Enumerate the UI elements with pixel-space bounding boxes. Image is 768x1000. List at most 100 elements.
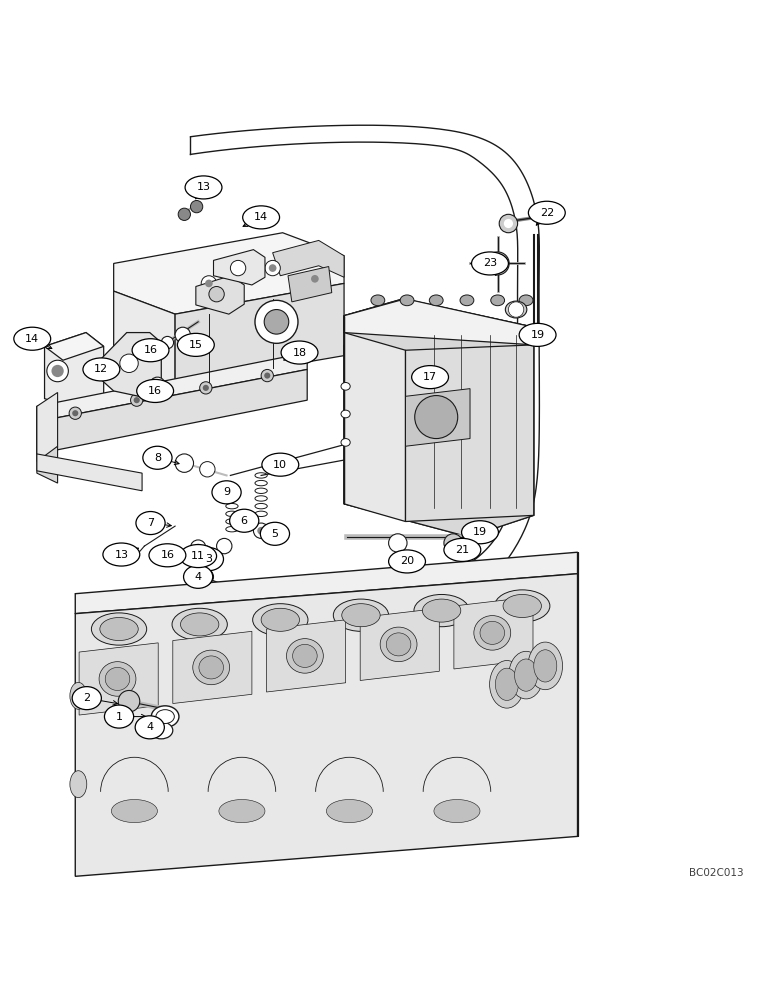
- Circle shape: [389, 534, 407, 552]
- Circle shape: [255, 300, 298, 343]
- Circle shape: [150, 377, 165, 392]
- Circle shape: [200, 382, 212, 394]
- Ellipse shape: [429, 295, 443, 306]
- Polygon shape: [173, 631, 252, 704]
- Ellipse shape: [480, 621, 505, 644]
- Ellipse shape: [150, 722, 173, 739]
- Text: 5: 5: [271, 529, 279, 539]
- Text: 14: 14: [254, 212, 268, 222]
- Polygon shape: [98, 333, 161, 399]
- Polygon shape: [75, 574, 578, 876]
- Ellipse shape: [341, 439, 350, 446]
- Text: 3: 3: [205, 554, 213, 564]
- Text: 16: 16: [144, 345, 157, 355]
- Ellipse shape: [151, 706, 179, 727]
- Circle shape: [118, 690, 140, 712]
- Text: 13: 13: [114, 550, 128, 560]
- Ellipse shape: [137, 379, 174, 402]
- Ellipse shape: [386, 633, 411, 656]
- Circle shape: [175, 454, 194, 472]
- Ellipse shape: [253, 604, 308, 636]
- Ellipse shape: [474, 616, 511, 650]
- Ellipse shape: [72, 687, 101, 710]
- Polygon shape: [454, 597, 533, 669]
- Polygon shape: [114, 291, 175, 385]
- Circle shape: [257, 527, 265, 535]
- Ellipse shape: [414, 594, 469, 627]
- Text: 20: 20: [400, 556, 414, 566]
- Text: 19: 19: [531, 330, 545, 340]
- Ellipse shape: [136, 512, 165, 535]
- Ellipse shape: [281, 341, 318, 364]
- Polygon shape: [266, 620, 346, 692]
- Circle shape: [190, 200, 203, 213]
- Ellipse shape: [495, 668, 518, 700]
- Polygon shape: [37, 353, 307, 422]
- Ellipse shape: [261, 608, 300, 631]
- Text: 4: 4: [194, 572, 202, 582]
- Ellipse shape: [371, 295, 385, 306]
- Ellipse shape: [503, 594, 541, 618]
- Ellipse shape: [180, 613, 219, 636]
- Polygon shape: [360, 608, 439, 680]
- Text: 11: 11: [191, 551, 205, 561]
- Ellipse shape: [400, 295, 414, 306]
- Ellipse shape: [444, 538, 481, 561]
- Polygon shape: [344, 345, 534, 537]
- Circle shape: [147, 343, 163, 358]
- Ellipse shape: [341, 410, 350, 418]
- Ellipse shape: [505, 301, 527, 318]
- Text: 13: 13: [197, 182, 210, 192]
- Ellipse shape: [185, 176, 222, 199]
- Ellipse shape: [472, 252, 508, 275]
- Ellipse shape: [100, 618, 138, 641]
- Circle shape: [253, 523, 269, 538]
- Polygon shape: [79, 643, 158, 715]
- Ellipse shape: [180, 545, 217, 568]
- Ellipse shape: [14, 327, 51, 350]
- Text: 16: 16: [161, 550, 174, 560]
- Text: 1: 1: [115, 712, 123, 722]
- Text: 9: 9: [223, 487, 230, 497]
- Ellipse shape: [434, 800, 480, 823]
- Ellipse shape: [515, 659, 538, 691]
- Text: BC02C013: BC02C013: [689, 868, 743, 878]
- Circle shape: [197, 546, 215, 565]
- Ellipse shape: [212, 481, 241, 504]
- Text: 14: 14: [25, 334, 39, 344]
- Ellipse shape: [326, 800, 372, 823]
- Ellipse shape: [243, 206, 280, 229]
- Text: 10: 10: [273, 460, 287, 470]
- Ellipse shape: [286, 639, 323, 673]
- Polygon shape: [37, 406, 58, 483]
- Polygon shape: [114, 233, 344, 314]
- Ellipse shape: [490, 661, 524, 708]
- Ellipse shape: [111, 800, 157, 823]
- Circle shape: [261, 369, 273, 382]
- Ellipse shape: [103, 543, 140, 566]
- Circle shape: [240, 518, 248, 525]
- Text: 17: 17: [423, 372, 437, 382]
- Ellipse shape: [70, 771, 87, 798]
- Text: 16: 16: [148, 386, 162, 396]
- Circle shape: [178, 208, 190, 220]
- Text: 19: 19: [473, 527, 487, 537]
- Ellipse shape: [156, 710, 174, 723]
- Ellipse shape: [519, 295, 533, 306]
- Polygon shape: [214, 250, 265, 285]
- Circle shape: [200, 462, 215, 477]
- Circle shape: [237, 514, 252, 529]
- Circle shape: [134, 397, 140, 403]
- Ellipse shape: [104, 705, 134, 728]
- Circle shape: [499, 214, 518, 233]
- Ellipse shape: [70, 682, 87, 709]
- Ellipse shape: [91, 613, 147, 645]
- Circle shape: [131, 394, 143, 406]
- Ellipse shape: [380, 627, 417, 662]
- Polygon shape: [406, 389, 470, 446]
- Ellipse shape: [260, 522, 290, 545]
- Circle shape: [307, 271, 323, 286]
- Ellipse shape: [172, 608, 227, 641]
- Polygon shape: [344, 299, 534, 345]
- Ellipse shape: [83, 358, 120, 381]
